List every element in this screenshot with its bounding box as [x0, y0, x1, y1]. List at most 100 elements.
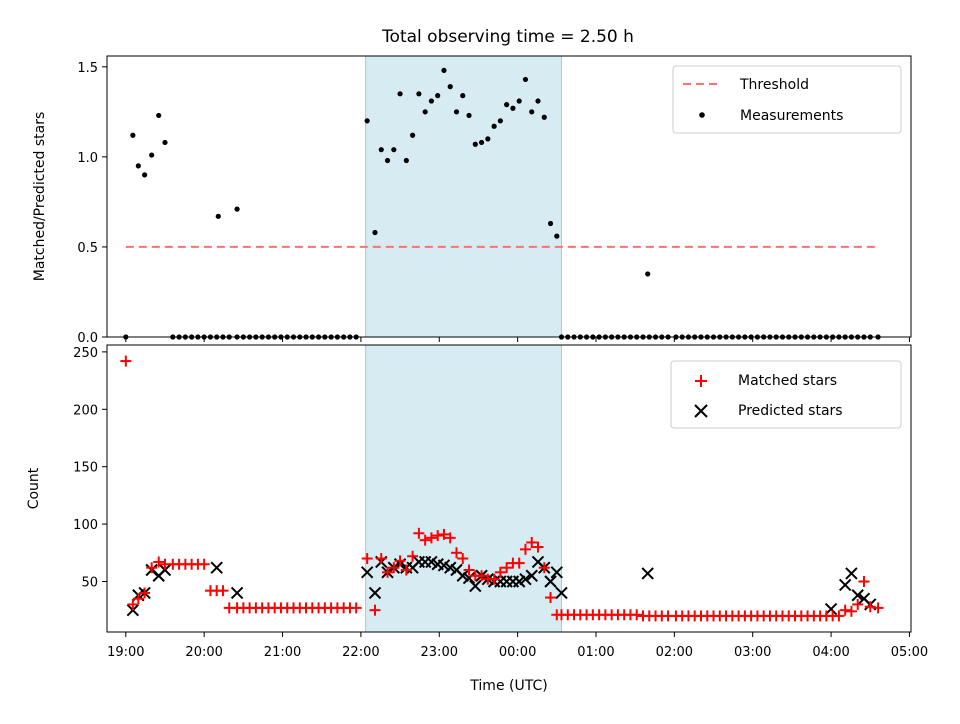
predicted-marker-stroke: [444, 561, 457, 574]
observing-window-shade-bottom: [365, 344, 563, 633]
measurement-point: [156, 112, 162, 119]
measurement-point: [422, 109, 428, 115]
x-tick-label: 05:00: [891, 645, 928, 660]
predicted-marker-stroke: [462, 571, 476, 585]
matched-star-marker: [457, 553, 469, 565]
matched-star-marker: [463, 564, 475, 576]
measurement-point: [142, 172, 148, 178]
predicted-marker-stroke: [544, 575, 557, 588]
measurement-point: [535, 98, 541, 104]
measurement-point: [491, 123, 497, 129]
measurement-point: [130, 132, 136, 138]
predicted-marker-stroke: [531, 555, 545, 569]
matched-star-marker: [139, 587, 151, 599]
matched-star-marker: [425, 532, 437, 544]
bottom-panel: 50 100 150 200 250 19:00 20:00 21:00 22:00 23:00…: [26, 344, 928, 694]
y-tick-label: 250: [73, 346, 98, 361]
y-tick-label: 1.0: [77, 151, 98, 166]
predicted-star-marker: [851, 589, 864, 602]
measurement-point: [547, 220, 554, 227]
y-tick-label: 0.0: [77, 331, 98, 346]
predicted-marker-stroke: [857, 592, 871, 605]
predicted-star-marker: [838, 578, 852, 592]
x-tick-label: 00:00: [499, 645, 536, 660]
predicted-marker-stroke: [437, 559, 451, 572]
matched-star-marker: [526, 536, 538, 548]
predicted-star-marker: [555, 586, 568, 600]
x-tick-label: 01:00: [577, 645, 614, 660]
measurement-point: [403, 157, 409, 164]
matched-star-marker: [519, 543, 531, 555]
measurement-point: [554, 233, 560, 239]
measurement-point: [541, 114, 547, 120]
matched-star-marker: [407, 550, 419, 562]
matched-star-marker: [513, 557, 525, 569]
predicted-star-marker: [525, 569, 538, 582]
bottom-x-ticks: 19:00 20:00 21:00 22:00 23:00 00:00 01:00 02:00…: [107, 632, 928, 660]
predicted-marker-stroke: [550, 566, 564, 579]
x-tick-label: 23:00: [421, 645, 458, 660]
matched-star-marker: [127, 598, 139, 610]
predicted-marker-stroke: [838, 578, 852, 592]
y-tick-label: 100: [73, 518, 98, 533]
y-tick-label: 1.5: [77, 61, 98, 76]
predicted-marker-stroke: [851, 589, 864, 602]
matched-star-marker: [146, 562, 158, 574]
matched-star-marker: [532, 541, 544, 553]
matched-star-marker: [361, 553, 373, 565]
predicted-star-marker: [469, 579, 482, 593]
x-tick-label: 22:00: [342, 645, 379, 660]
matched-star-marker: [432, 530, 444, 542]
measurement-point: [149, 152, 155, 158]
matched-star-marker: [419, 534, 431, 546]
matched-star-marker: [833, 610, 845, 622]
matched-star-marker: [501, 562, 513, 574]
predicted-marker-stroke: [230, 586, 244, 600]
matched-star-marker: [631, 609, 643, 621]
bottom-legend-box: [670, 360, 902, 429]
x-tick-label: 03:00: [734, 645, 771, 660]
predicted-marker-stroke: [425, 555, 438, 569]
predicted-star-marker: [550, 566, 564, 579]
predicted-star-marker: [824, 602, 838, 616]
matched-star-marker: [839, 604, 851, 616]
matched-star-marker: [120, 355, 132, 367]
x-tick-label: 04:00: [812, 645, 849, 660]
predicted-marker-stroke: [641, 567, 654, 580]
legend-measurements-label: Measurements: [740, 108, 843, 124]
matched-star-marker: [444, 532, 456, 544]
measurement-point: [364, 118, 370, 124]
matched-star-marker: [538, 562, 550, 574]
matched-star-marker: [545, 592, 557, 604]
x-axis-label: Time (UTC): [469, 678, 547, 694]
predicted-marker-stroke: [158, 563, 172, 577]
matched-star-marker: [369, 604, 381, 616]
x-tick-label: 21:00: [264, 645, 301, 660]
bottom-y-axis-label: Count: [26, 467, 42, 509]
bottom-legend: Matched stars Predicted stars: [670, 360, 902, 429]
predicted-star-marker: [210, 561, 223, 574]
measurement-point: [472, 141, 478, 147]
matched-star-marker: [845, 605, 857, 617]
bottom-axes-frame: [106, 344, 912, 633]
measurement-point: [234, 206, 240, 212]
predicted-marker-stroke: [360, 566, 374, 579]
predicted-star-marker: [462, 571, 476, 585]
measurement-point: [215, 213, 221, 219]
predicted-star-marker: [230, 586, 244, 600]
measurement-point: [529, 109, 535, 115]
matched-star-marker: [872, 602, 884, 614]
predicted-star-marker: [368, 586, 382, 600]
top-axes-frame: [106, 55, 912, 338]
measurement-point: [460, 93, 466, 99]
matched-star-marker: [153, 556, 165, 568]
measurement-point: [497, 118, 503, 124]
measurement-point: [372, 229, 378, 236]
matched-star-marker: [375, 553, 387, 565]
y-tick-label: 150: [73, 461, 98, 476]
y-tick-label: 0.5: [77, 241, 98, 256]
legend-threshold-label: Threshold: [739, 77, 809, 93]
matched-star-marker: [476, 570, 488, 582]
top-legend-box: [672, 65, 902, 134]
predicted-marker-stroke: [824, 602, 838, 616]
